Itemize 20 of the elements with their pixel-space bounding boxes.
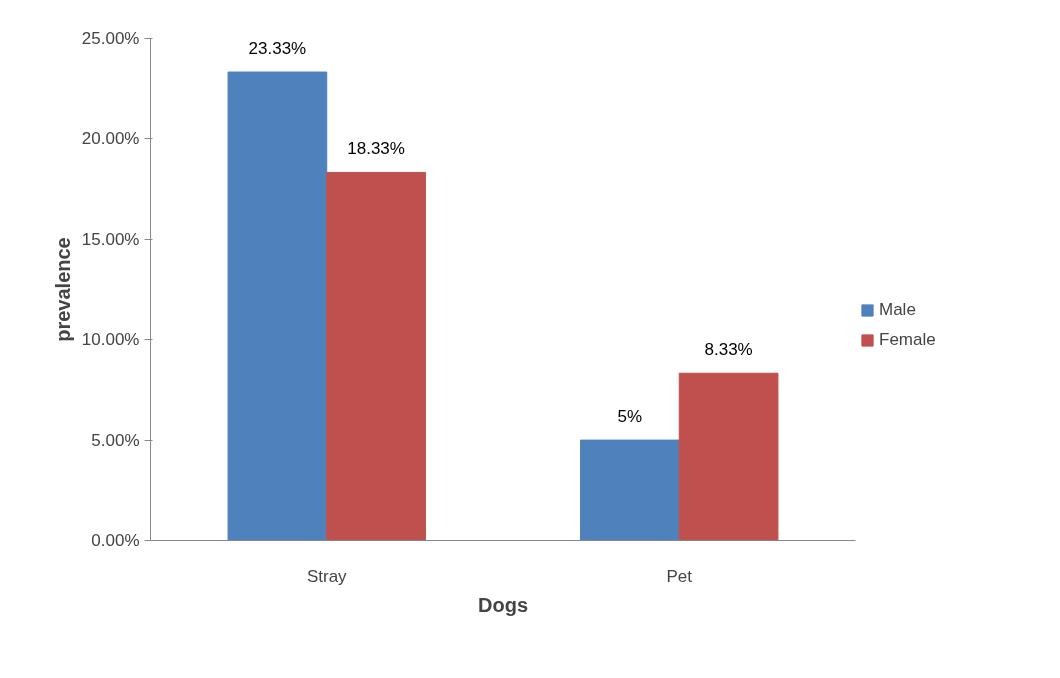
y-tick-label: 20.00% (81, 129, 140, 149)
y-tick-label: 25.00% (81, 29, 140, 48)
data-label: 8.33% (704, 340, 753, 360)
data-label: 23.33% (248, 39, 307, 59)
legend-label: Female (879, 330, 936, 350)
bar (326, 171, 426, 541)
y-tick-label: 0.00% (91, 531, 140, 550)
data-label: 18.33% (347, 139, 405, 159)
data-label: 5% (617, 407, 643, 427)
x-tick-label: Stray (306, 566, 348, 586)
y-tick-label: 5.00% (91, 430, 140, 450)
bar (580, 439, 680, 541)
y-tick-label: 15.00% (81, 229, 140, 249)
bar (227, 71, 328, 541)
bar (678, 372, 779, 541)
x-axis-title: Dogs (478, 593, 528, 616)
y-tick-label: 10.00% (81, 330, 140, 350)
legend-label: Male (879, 300, 916, 320)
y-axis-title: prevalence (51, 237, 74, 342)
x-tick-label: Pet (666, 566, 693, 586)
